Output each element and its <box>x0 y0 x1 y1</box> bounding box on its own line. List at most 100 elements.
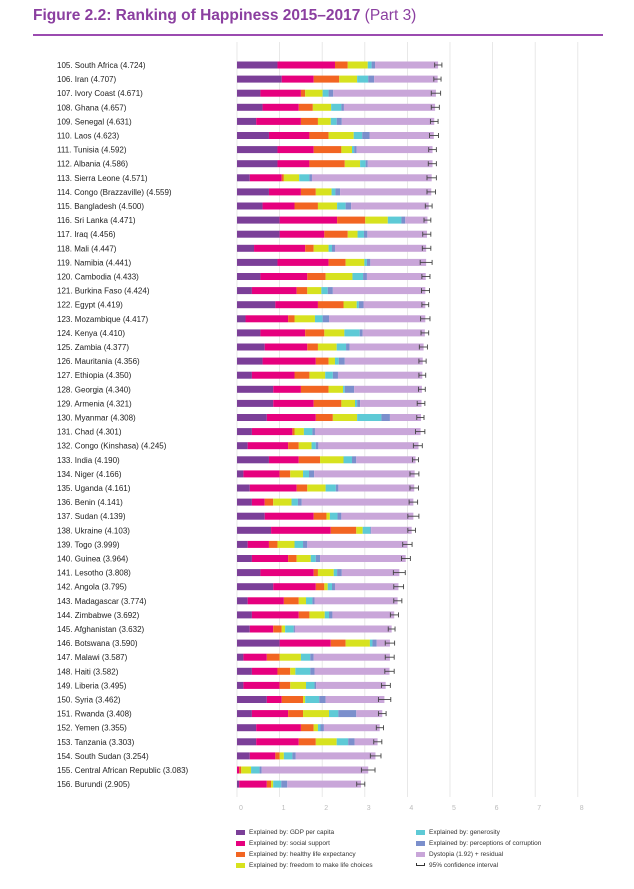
row-label: 118. Mali (4.447) <box>57 244 117 253</box>
bar-segment <box>329 512 338 520</box>
bar-segment <box>356 146 433 154</box>
bar-segment <box>237 456 269 464</box>
bar-segment <box>317 343 337 351</box>
bar-segment <box>273 498 292 506</box>
row-label: 149. Liberia (3.495) <box>57 681 127 690</box>
legend-item-social: Explained by: social support <box>236 840 330 847</box>
bar-segment <box>328 385 344 393</box>
bar-segment <box>279 681 291 689</box>
bar-segment <box>237 357 263 365</box>
bar-segment <box>290 470 304 478</box>
bar-segment <box>290 667 296 675</box>
bar-segment <box>300 724 314 732</box>
bar-segment <box>237 103 263 111</box>
bar-segment <box>330 639 346 647</box>
bar-segment <box>345 639 370 647</box>
bar-segment <box>332 371 338 379</box>
bar-segment <box>299 174 310 182</box>
bar-segment <box>310 667 315 675</box>
bar-segment <box>314 667 390 675</box>
bar-segment <box>300 653 311 661</box>
bar-segment <box>237 428 252 436</box>
bar-segment <box>237 385 274 393</box>
ranking-chart: 0 1 2 3 4 5 6 7 8 105. South Africa (4.724) 106. I… <box>57 42 584 812</box>
bar-segment <box>307 287 322 295</box>
bar-segment <box>273 625 282 633</box>
bar-segment <box>324 611 330 619</box>
bar-segment <box>309 611 325 619</box>
bar-segment <box>268 132 310 139</box>
bar-segment <box>309 174 312 182</box>
bar-segment <box>306 681 315 689</box>
bar-segment <box>260 273 308 280</box>
row-label: 133. India (4.190) <box>57 456 120 465</box>
bar-segment <box>338 484 415 492</box>
bar-segment <box>332 611 395 619</box>
row-label: 121. Burkina Faso (4.424) <box>57 287 150 296</box>
bar-segment <box>312 428 315 436</box>
bar-segment <box>281 780 288 788</box>
row-label: 153. Tanzania (3.303) <box>57 738 135 747</box>
bar-segment <box>343 103 436 111</box>
bar-segment <box>322 89 329 97</box>
bar-segment <box>358 301 364 309</box>
bar-segment <box>303 710 330 718</box>
legend-item-health: Explained by: healthy life expectancy <box>236 851 356 858</box>
bar-segment <box>356 456 416 464</box>
bar-segment <box>294 371 310 379</box>
bar-segment <box>313 75 340 83</box>
bar-segment <box>354 146 357 154</box>
bar-segment <box>356 710 383 718</box>
row-label: 156. Burundi (2.905) <box>57 780 130 789</box>
bar-segment <box>262 357 316 365</box>
bar-segment <box>354 738 378 746</box>
row-label: 136. Benin (4.141) <box>57 498 123 507</box>
bar-segment <box>325 273 353 280</box>
bar-segment <box>359 329 363 337</box>
legend-item-dystopia: Dystopia (1.92) + residual <box>416 851 503 858</box>
bar-segment <box>237 597 248 605</box>
bar-segment <box>307 540 408 548</box>
bar-segment <box>357 230 364 238</box>
bar-segment <box>291 498 298 506</box>
bar-segment <box>363 230 368 238</box>
bar-segment <box>237 174 250 182</box>
bar-segment <box>320 456 344 464</box>
bar-segment <box>353 132 363 139</box>
bar-segment <box>316 681 386 689</box>
bar-segment <box>341 103 344 111</box>
bar-segment <box>237 75 282 83</box>
bar-segment <box>247 597 284 605</box>
bar-segment <box>251 498 265 506</box>
bar-segment <box>366 258 371 266</box>
bar-segment <box>237 738 257 746</box>
bar-segment <box>237 244 255 252</box>
bar-segment <box>303 428 313 436</box>
bar-segment <box>313 146 342 154</box>
bar-segment <box>262 103 299 111</box>
bar-segment <box>237 470 244 478</box>
bar-segment <box>369 639 373 647</box>
row-label: 143. Madagascar (3.774) <box>57 597 147 606</box>
bar-segment <box>266 696 282 703</box>
row-label: 109. Senegal (4.631) <box>57 117 132 126</box>
bar-segment <box>324 583 328 591</box>
bar-segment <box>271 780 274 788</box>
row-label: 144. Zimbabwe (3.692) <box>57 611 140 620</box>
bar-segment <box>243 681 280 689</box>
row-label: 113. Sierra Leone (4.571) <box>57 174 148 183</box>
bar-segment <box>334 61 348 69</box>
bar-segment <box>328 258 346 266</box>
bar-segment <box>239 766 242 774</box>
bar-segment <box>374 75 438 83</box>
bar-segment <box>330 117 337 125</box>
bar-segment <box>298 597 307 605</box>
bar-segment <box>351 202 429 210</box>
bar-segment <box>312 103 332 111</box>
bar-segment <box>296 287 308 295</box>
row-label: 107. Ivory Coast (4.671) <box>57 89 143 98</box>
bar-segment <box>313 399 342 407</box>
row-label: 124. Kenya (4.410) <box>57 329 125 338</box>
row-label: 142. Angola (3.795) <box>57 583 127 592</box>
bar-segment <box>287 780 361 788</box>
